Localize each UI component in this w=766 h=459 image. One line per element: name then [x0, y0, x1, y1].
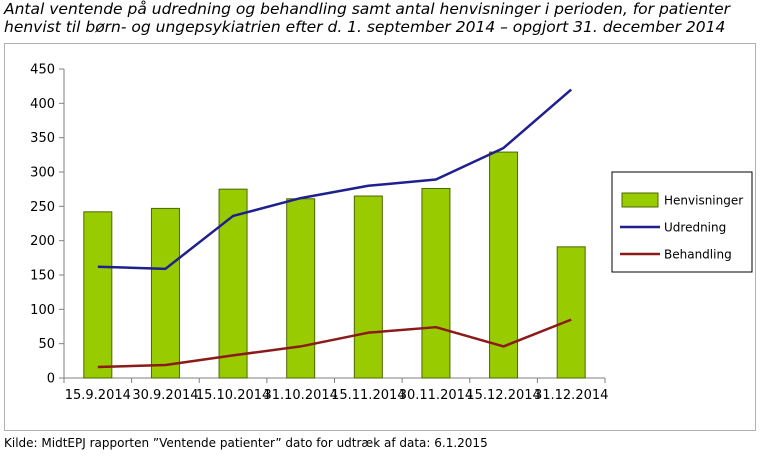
- chart-frame: [4, 43, 756, 431]
- bar-henvisninger: [556, 246, 586, 379]
- legend-swatch-henvisninger: [621, 192, 659, 208]
- y-tick-label: 0: [47, 372, 55, 387]
- y-tick-label: 300: [30, 166, 55, 181]
- y-tick-label: 50: [38, 337, 55, 352]
- line-udredning: [97, 88, 573, 271]
- x-tick-label: 30.9.2014: [132, 388, 198, 403]
- y-tick-label: 400: [30, 97, 55, 112]
- chart-title-line-2: henvist til børn- og ungepsykiatrien eft…: [4, 18, 726, 36]
- y-tick-label: 450: [30, 63, 55, 78]
- legend-label: Udredning: [664, 221, 726, 235]
- chart-title-line-1: Antal ventende på udredning og behandlin…: [4, 0, 731, 18]
- bar-henvisninger: [489, 151, 519, 379]
- x-tick-label: 15.9.2014: [65, 388, 131, 403]
- source-note: Kilde: MidtEPJ rapporten ”Ventende patie…: [4, 436, 488, 450]
- y-tick-label: 100: [30, 303, 55, 318]
- legend-box: [611, 171, 753, 273]
- y-tick-label: 350: [30, 131, 55, 146]
- line-behandling: [97, 318, 572, 369]
- legend-label: Behandling: [664, 248, 732, 262]
- y-tick-label: 250: [30, 200, 55, 215]
- x-tick-label: 15.12.2014: [466, 388, 540, 403]
- legend-label: Henvisninger: [664, 194, 743, 208]
- x-tick-label: 15.11.2014: [331, 388, 405, 403]
- y-tick-label: 150: [30, 269, 55, 284]
- chart-title: Antal ventende på udredning og behandlin…: [4, 0, 764, 36]
- x-tick-label: 30.11.2014: [399, 388, 473, 403]
- bar-henvisninger: [353, 195, 383, 379]
- x-tick-label: 31.10.2014: [263, 388, 337, 403]
- x-tick-label: 31.12.2014: [534, 388, 608, 403]
- bar-henvisninger: [218, 188, 248, 379]
- combo-chart: 0 50 100 150 200 250 300 350 400 450 15.9.2014 30.9…: [30, 63, 753, 403]
- bar-henvisninger: [83, 211, 113, 379]
- bar-henvisninger: [421, 187, 451, 379]
- y-tick-label: 200: [30, 234, 55, 249]
- bar-henvisninger: [286, 198, 316, 379]
- bar-henvisninger: [150, 207, 180, 379]
- x-tick-label: 15.10.2014: [196, 388, 270, 403]
- legend: Henvisninger Udredning Behandling: [611, 171, 753, 273]
